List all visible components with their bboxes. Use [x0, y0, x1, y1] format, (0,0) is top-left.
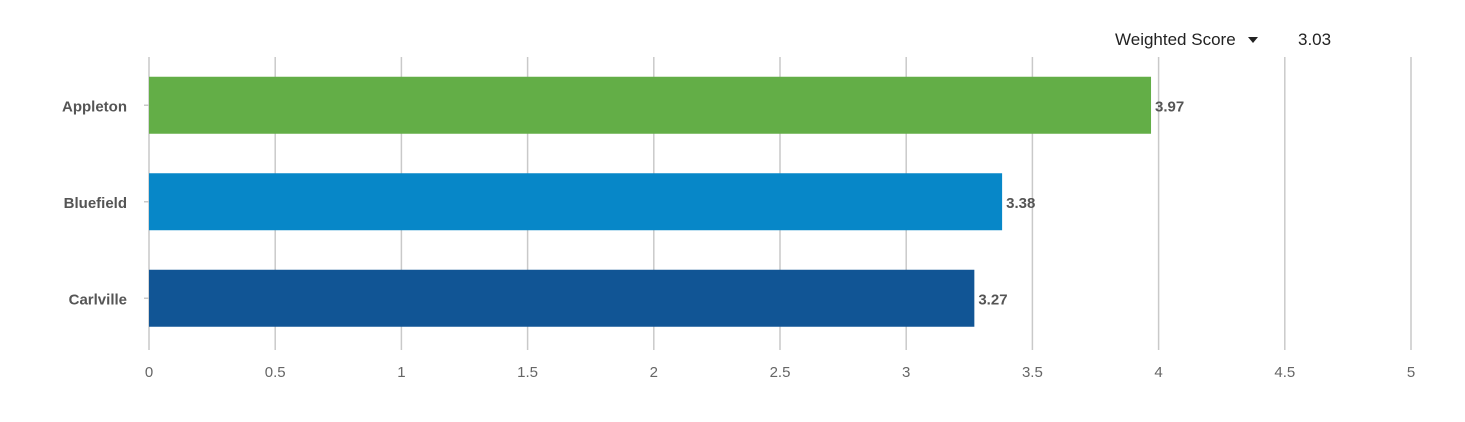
category-label: Carlville: [69, 291, 127, 308]
x-tick-label: 5: [1407, 364, 1415, 381]
labels: 0 0.5 1 1.5 2 2.5 3 3.5 4 4.5 5 Appleton Bluefield Ca…: [62, 98, 1415, 381]
x-tick-label: 4: [1154, 364, 1162, 381]
summary-value: 3.03: [1298, 30, 1332, 49]
x-tick-label: 4.5: [1274, 364, 1295, 381]
x-tick-label: 1.5: [517, 364, 538, 381]
caret-down-icon: [1247, 37, 1258, 43]
x-tick-label: 2: [650, 364, 658, 381]
bar-value-label: 3.27: [978, 291, 1007, 308]
x-tick-label: 1: [397, 364, 405, 381]
bars: [149, 76, 1152, 327]
bar-value-label: 3.38: [1006, 195, 1035, 212]
category-label: Bluefield: [64, 195, 127, 212]
x-tick-label: 3.5: [1022, 364, 1043, 381]
category-label: Appleton: [62, 98, 127, 115]
x-tick-label: 2.5: [770, 364, 791, 381]
bar-appleton[interactable]: [149, 76, 1152, 134]
metric-dropdown-label: Weighted Score: [1115, 30, 1236, 49]
bar-value-label: 3.97: [1155, 98, 1184, 115]
metric-dropdown[interactable]: Weighted Score: [1115, 28, 1258, 52]
bar-bluefield[interactable]: [149, 173, 1003, 231]
bar-carlville[interactable]: [149, 269, 975, 327]
x-tick-label: 0.5: [265, 364, 286, 381]
x-tick-label: 3: [902, 364, 910, 381]
x-tick-label: 0: [145, 364, 153, 381]
